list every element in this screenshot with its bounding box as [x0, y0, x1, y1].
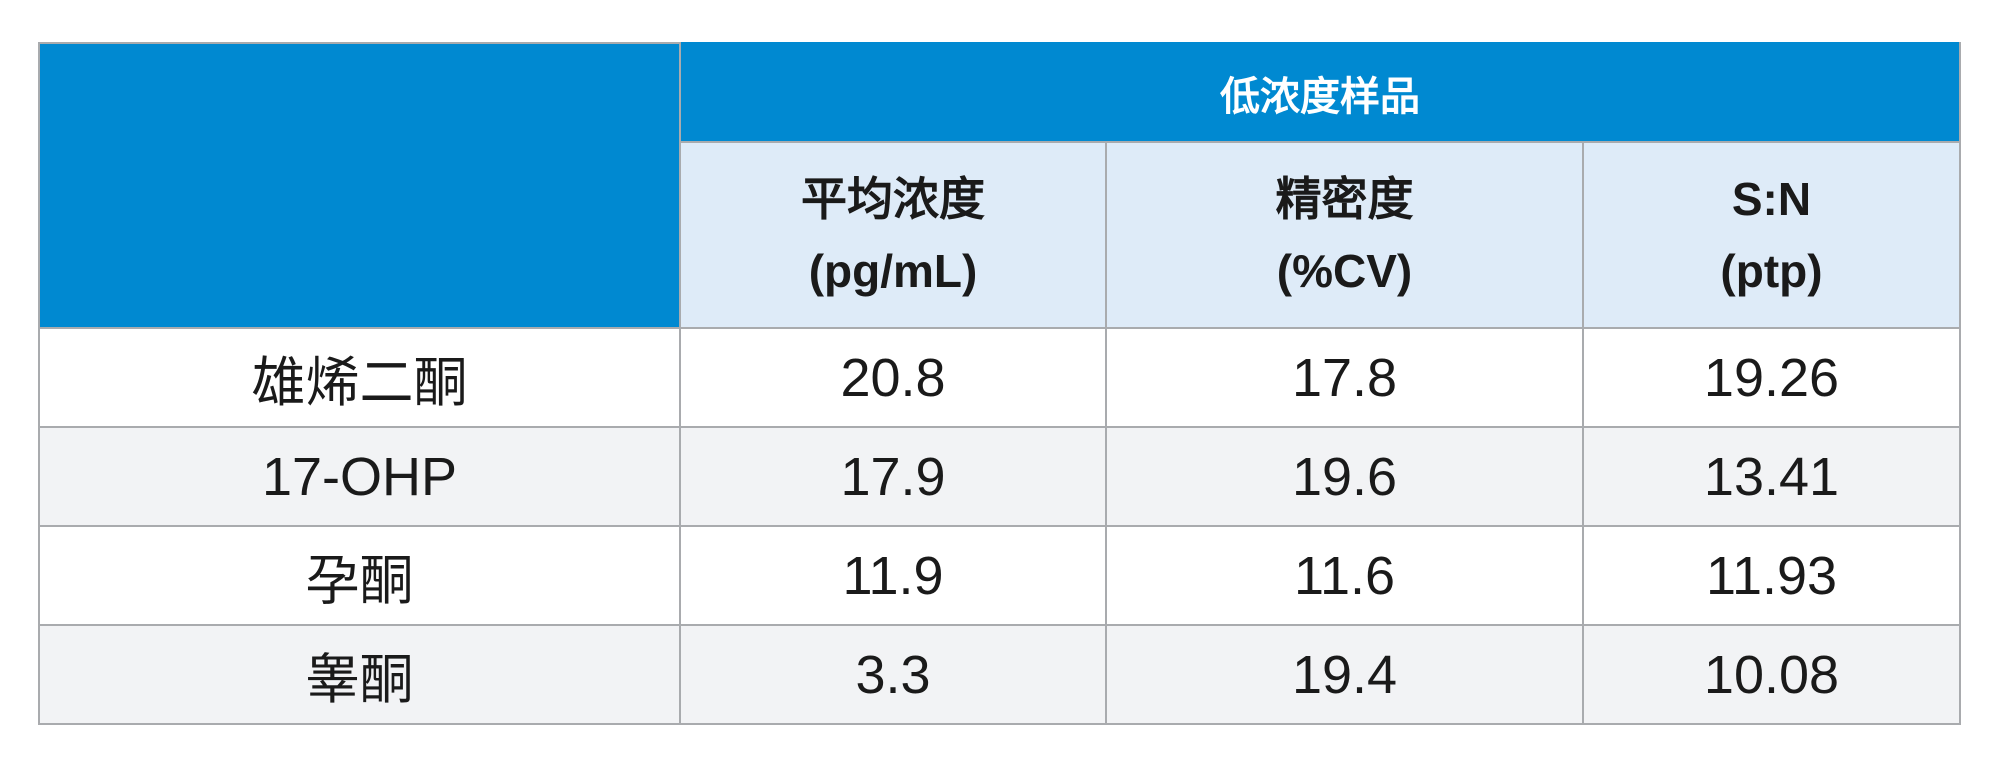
data-cell: 19.6: [1105, 426, 1584, 527]
data-cell: 13.41: [1582, 426, 1961, 527]
column-header: 精密度 (%CV): [1105, 141, 1584, 329]
data-cell: 3.3: [679, 624, 1107, 725]
header-line: S:N: [1731, 173, 1812, 225]
header-row: 平均浓度 (pg/mL) 精密度 (%CV) S:N (ptp): [39, 141, 1961, 329]
group-row: 低浓度样品: [38, 42, 1961, 329]
header-line: 精密度: [1275, 173, 1414, 225]
header-line: 平均浓度: [801, 173, 985, 225]
data-cell: 19.4: [1105, 624, 1584, 725]
header-line: (ptp): [1720, 245, 1823, 297]
data-cell: 10.08: [1582, 624, 1961, 725]
row-label: 睾酮: [38, 624, 681, 725]
row-label: 17-OHP: [38, 426, 681, 527]
data-row: 孕酮 11.9 11.6 11.93: [38, 525, 1961, 626]
row-label: 孕酮: [38, 525, 681, 626]
header-line: (pg/mL): [808, 245, 978, 297]
data-cell: 11.9: [679, 525, 1107, 626]
table-body: 低浓度样品 平均浓度 (pg/mL) 精密度 (%CV) S:N (ptp) 雄烯二酮 20…: [38, 42, 1961, 725]
data-cell: 11.6: [1105, 525, 1584, 626]
group-header: 低浓度样品: [679, 42, 1961, 143]
data-cell: 19.26: [1582, 327, 1961, 428]
data-row: 雄烯二酮 20.8 17.8 19.26: [38, 327, 1961, 428]
column-header: S:N (ptp): [1582, 141, 1961, 329]
data-cell: 20.8: [679, 327, 1107, 428]
column-header: 平均浓度 (pg/mL): [679, 141, 1107, 329]
data-cell: 17.9: [679, 426, 1107, 527]
data-cell: 17.8: [1105, 327, 1584, 428]
row-label: 雄烯二酮: [38, 327, 681, 428]
data-table: 低浓度样品 平均浓度 (pg/mL) 精密度 (%CV) S:N (ptp) 雄烯二酮 20…: [38, 42, 1961, 725]
data-row: 睾酮 3.3 19.4 10.08: [38, 624, 1961, 725]
header-line: (%CV): [1276, 245, 1413, 297]
corner-cell: [38, 42, 681, 329]
data-cell: 11.93: [1582, 525, 1961, 626]
data-row: 17-OHP 17.9 19.6 13.41: [38, 426, 1961, 527]
